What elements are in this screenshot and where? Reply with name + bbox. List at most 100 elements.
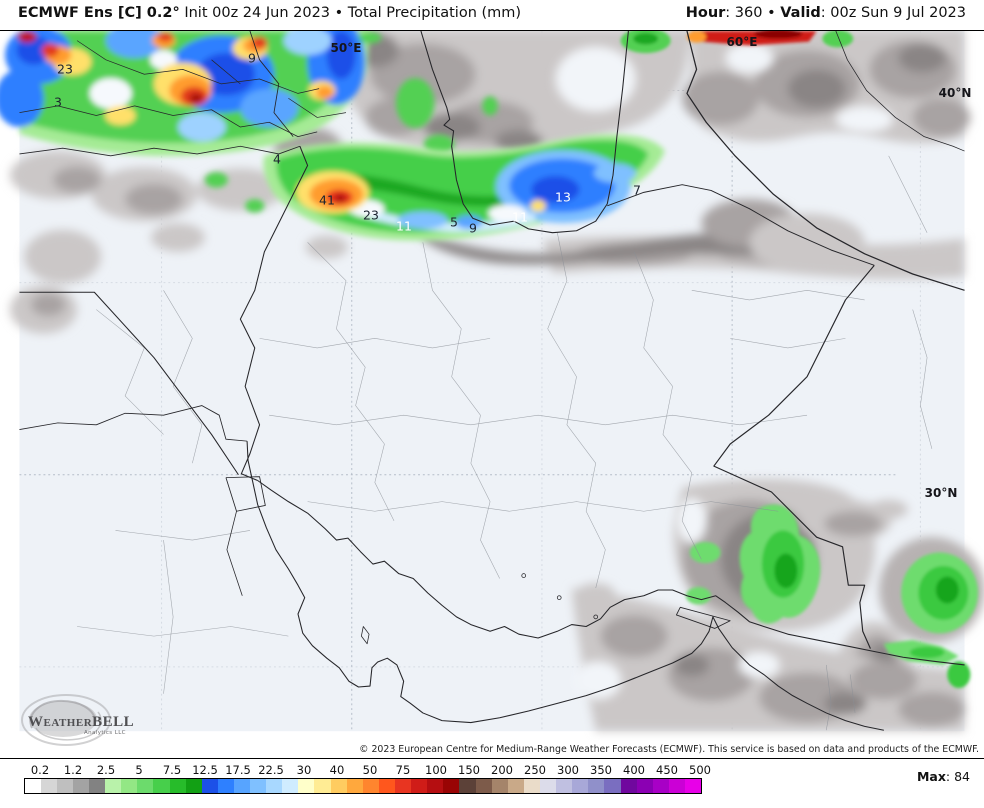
map-area: 50°E 60°E 40°N 30°N 23 3 9 4 41 23 11 5 9 11 13 7 Weat… [0,30,984,759]
colorbar-segment [233,779,251,793]
colorbar-segment [378,779,396,793]
colorbar-segment [475,779,492,793]
colorbar-segment [250,779,267,793]
precip-value: 41 [319,192,335,208]
header-bar: ECMWF Ens [C] 0.2° Init 00z 24 Jun 2023 … [0,0,984,30]
legend-tick: 75 [395,763,411,777]
alborz-precip-band [263,134,665,241]
colorbar-segment [169,779,186,793]
legend-colorbar [24,778,702,794]
logo-swirl-icon [21,694,111,746]
colorbar-segment [604,779,621,793]
colorbar-segment [427,779,444,793]
colorbar-segment [443,779,460,793]
colorbar-segment [153,779,170,793]
precip-value: 11 [396,218,412,234]
colorbar-segment [652,779,669,793]
grid-label: 50°E [330,41,362,55]
legend-tick: 150 [458,763,480,777]
legend-tick: 250 [524,763,546,777]
max-value: Max: 84 [917,769,970,784]
precip-value: 23 [363,207,379,223]
legend-tick: 400 [623,763,645,777]
colorbar-segment [314,779,331,793]
colorbar-segment [25,779,41,793]
colorbar-segment [411,779,428,793]
colorbar-segment [685,779,702,793]
precip-value: 13 [555,189,571,205]
colorbar-segment [459,779,476,793]
colorbar-segment [588,779,605,793]
colorbar-segment [523,779,541,793]
grid-label: 30°N [924,486,958,500]
precip-value: 5 [450,214,458,230]
copyright-text: © 2023 European Centre for Medium-Range … [351,741,984,758]
colorbar-segment [266,779,283,793]
logo-subtext: Analytics LLC [84,730,126,736]
grid-label: 60°E [726,35,758,49]
valid-info: Hour: 360 • Valid: 00z Sun 9 Jul 2023 [686,5,966,21]
colorbar-segment [298,779,315,793]
grid-label: 40°N [938,86,972,100]
colorbar-segment [668,779,685,793]
legend-tick: 0.2 [30,763,50,777]
map-canvas [0,31,984,732]
colorbar-segment [362,779,379,793]
legend-tick: 50 [362,763,378,777]
legend-tick: 2.5 [96,763,116,777]
max-label: Max [916,769,946,784]
colorbar-segment [56,779,73,793]
valid-label: Valid [780,5,821,21]
valid-value: : 00z Sun 9 Jul 2023 [820,5,966,21]
legend-tick: 40 [329,763,345,777]
precip-value: 3 [54,94,62,110]
legend-tick: 17.5 [225,763,251,777]
colorbar-segment [40,779,57,793]
precip-value: 4 [273,151,281,167]
model-name: ECMWF Ens [C] 0.2° [18,5,180,21]
dry-holes [555,42,894,700]
northwest-storm-field [0,31,498,213]
colorbar-segment [507,779,524,793]
country-borders [19,31,965,731]
legend-tick: 450 [656,763,678,777]
colorbar-segment [185,779,202,793]
max-number: : 84 [945,769,970,784]
colorbar-segment [620,779,637,793]
legend-tick: 7.5 [162,763,182,777]
legend-tick: 300 [557,763,579,777]
colorbar-segment [72,779,89,793]
colorbar-segment [121,779,138,793]
legend-tick: 30 [296,763,312,777]
colorbar-segment [330,779,347,793]
hour-value: : 360 • [725,5,781,21]
colorbar-segment [105,779,122,793]
top-strip-cells [620,31,854,54]
province-borders [77,155,933,731]
logo-text: WeatherBELL [28,714,135,730]
precip-value: 9 [469,220,477,236]
colorbar-segment [88,779,106,793]
legend-tick: 1.2 [63,763,83,777]
colorbar-segment [137,779,154,793]
precip-value: 23 [57,61,73,77]
init-info: Init 00z 24 Jun 2023 • Total Precipitati… [179,5,522,21]
legend-tick: 22.5 [258,763,284,777]
weatherbell-logo: WeatherBELL Analytics LLC [18,690,138,748]
colorbar-segment [636,779,653,793]
legend-tick: 5 [135,763,143,777]
legend-tick-labels: 0.2 1.2 2.5 5 7.5 12.5 17.5 22.5 30 40 50 75 100 150 2… [0,763,984,777]
hour-label: Hour [685,5,726,21]
colorbar-segment [217,779,234,793]
legend-tick: 350 [590,763,612,777]
legend-tick: 12.5 [192,763,218,777]
southeast-green-cells [686,504,978,688]
colorbar-segment [346,779,363,793]
colorbar-segment [201,779,218,793]
colorbar-segment [491,779,508,793]
legend-tick: 500 [689,763,711,777]
precip-value: 9 [248,50,256,66]
legend-tick: 200 [491,763,513,777]
precip-value: 11 [512,209,528,225]
